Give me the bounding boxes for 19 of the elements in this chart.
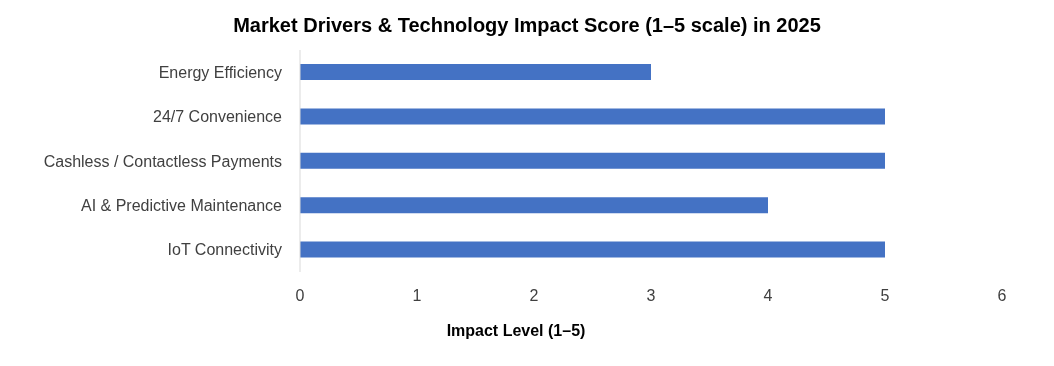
x-tick-label: 5: [880, 287, 890, 305]
bar: [300, 197, 768, 214]
bar: [300, 152, 885, 169]
y-tick-label: Cashless / Contactless Payments: [43, 152, 282, 170]
y-tick-label: IoT Connectivity: [167, 241, 282, 259]
x-tick-label: 6: [997, 287, 1007, 305]
x-tick-label: 0: [295, 287, 305, 305]
x-tick-label: 3: [646, 287, 656, 305]
y-tick-label: Energy Efficiency: [158, 63, 282, 81]
x-tick-label: 4: [763, 287, 773, 305]
bar: [300, 108, 885, 125]
y-tick-label: 24/7 Convenience: [153, 108, 283, 126]
x-tick-label: 1: [412, 287, 422, 305]
bar: [300, 64, 651, 80]
y-tick-label: AI & Predictive Maintenance: [81, 197, 283, 215]
chart-title: Market Drivers & Technology Impact Score (1–5 scale) in 2025: [232, 14, 822, 37]
x-tick-label: 2: [529, 287, 539, 305]
x-axis-title: Impact Level (1–5): [445, 322, 587, 340]
bar: [300, 241, 885, 258]
